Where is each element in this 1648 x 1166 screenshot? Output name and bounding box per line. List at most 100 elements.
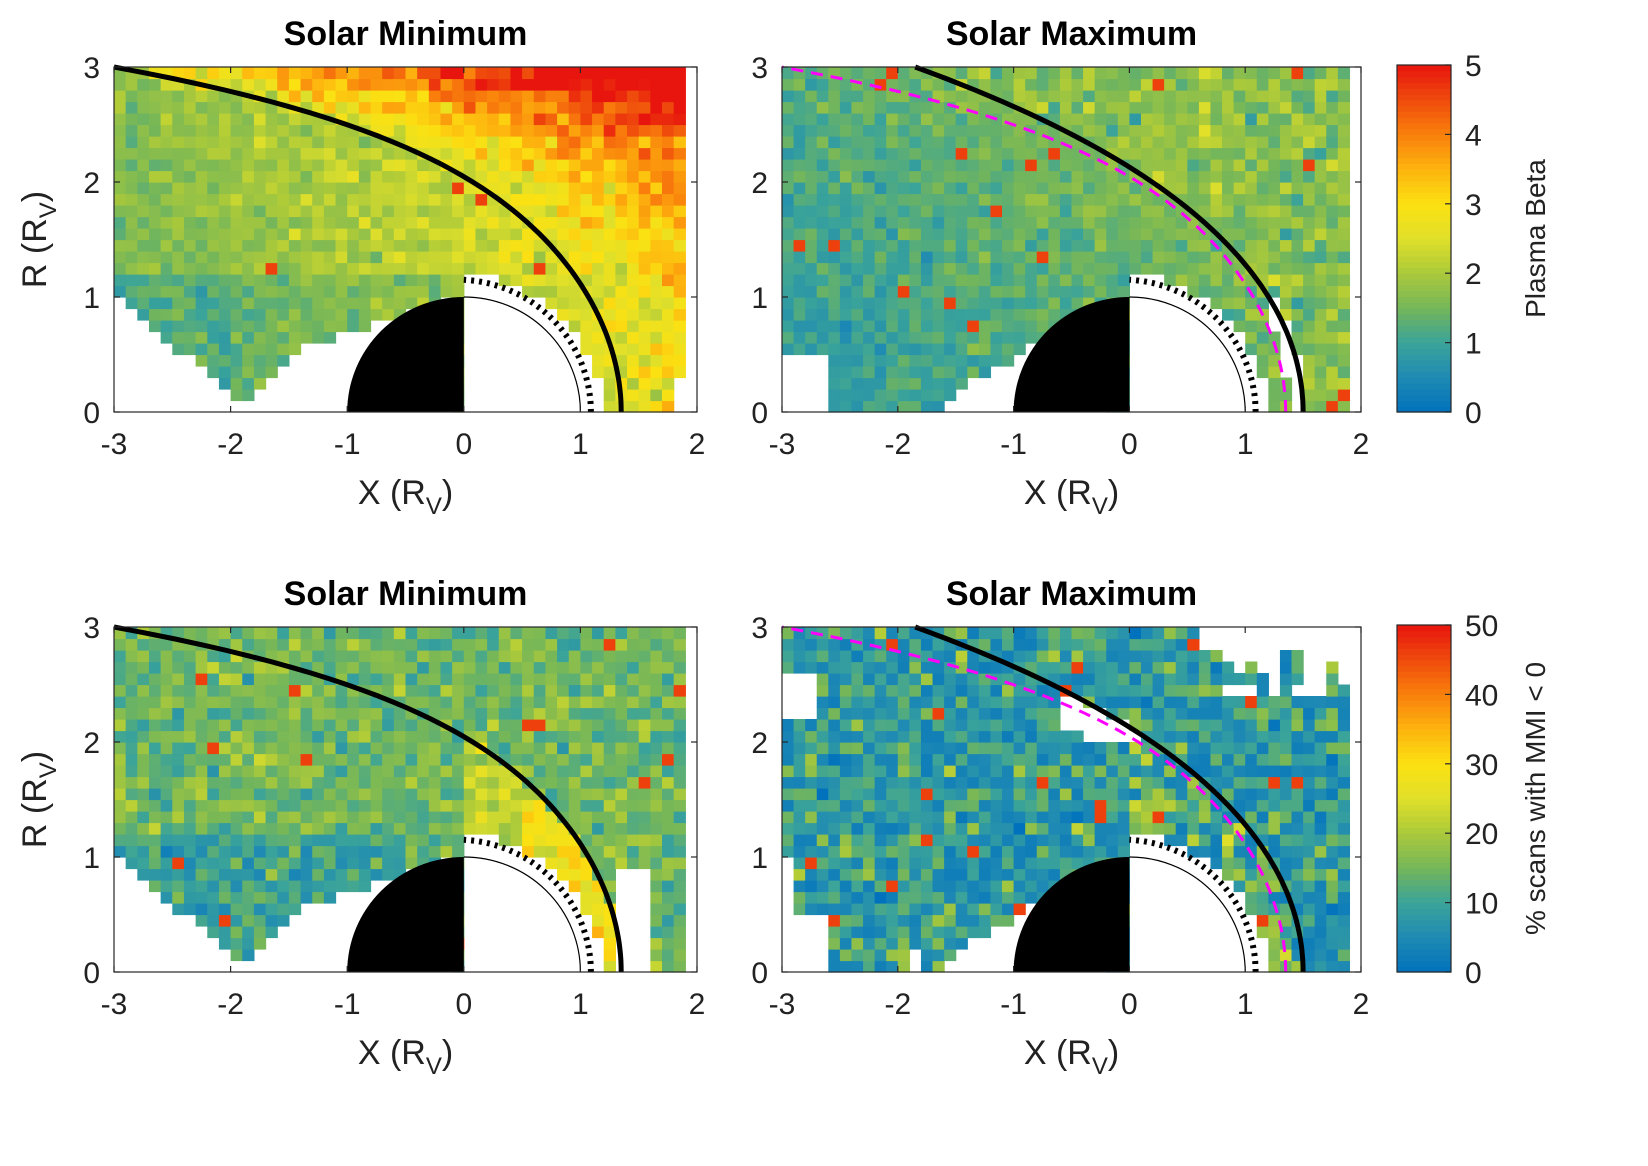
heat-cell (851, 661, 864, 674)
heat-cell (277, 903, 290, 916)
heat-cell (382, 719, 395, 732)
heat-cell (967, 857, 980, 870)
heat-cell (1210, 262, 1223, 275)
heat-cell (370, 239, 383, 252)
heat-cell (897, 937, 910, 950)
heat-cell (1314, 926, 1327, 939)
heat-cell (568, 730, 581, 743)
heat-cell (230, 834, 243, 847)
heat-cell (557, 124, 570, 137)
heat-cell (1337, 262, 1351, 275)
heat-cell (909, 753, 922, 766)
heat-cell (475, 765, 488, 778)
heat-cell (498, 684, 512, 697)
heat-cell (874, 366, 887, 379)
heat-cell (417, 696, 430, 709)
heat-cell (370, 673, 383, 686)
heat-cell (417, 90, 430, 103)
heat-cell (1314, 90, 1327, 103)
heat-cell (393, 193, 407, 206)
heat-cell (347, 811, 360, 824)
heat-cell (1279, 868, 1293, 881)
heat-cell (1094, 811, 1107, 824)
heat-cell (218, 765, 232, 778)
heat-cell (172, 320, 185, 333)
heat-cell (627, 308, 640, 321)
heat-cell (1106, 776, 1119, 789)
heat-cell (475, 205, 488, 218)
heat-cell (475, 262, 488, 275)
heat-cell (207, 822, 220, 835)
heat-cell (522, 251, 535, 264)
heat-cell (874, 868, 887, 881)
heat-cell (1314, 788, 1327, 801)
heat-cell (603, 857, 616, 870)
heat-cell (1117, 742, 1130, 755)
heat-cell (650, 857, 663, 870)
heat-cell (545, 159, 558, 172)
heat-cell (265, 78, 278, 91)
heat-cell (650, 136, 663, 149)
venus-nightside (347, 297, 464, 412)
heat-cell (932, 949, 945, 962)
heat-cell (816, 308, 829, 321)
heat-cell (253, 937, 267, 950)
heat-cell (793, 868, 806, 881)
heat-cell (1337, 170, 1351, 183)
heat-cell (1291, 788, 1304, 801)
heat-cell (358, 182, 372, 195)
x-tick-label: -2 (217, 988, 244, 1021)
heat-cell (393, 788, 407, 801)
heat-cell (805, 857, 818, 870)
heat-cell (1337, 113, 1351, 126)
heat-cell (638, 90, 651, 103)
heat-cell (1210, 205, 1223, 218)
heat-cell (370, 822, 383, 835)
heat-cell (533, 742, 547, 755)
heat-cell (627, 320, 640, 333)
heat-cell (1129, 101, 1142, 114)
heat-cell (288, 67, 302, 80)
heat-cell (932, 377, 945, 390)
heat-cell (160, 868, 173, 881)
heat-cell (288, 90, 302, 103)
heat-cell (793, 661, 806, 674)
heat-cell (920, 822, 934, 835)
heat-cell (1094, 638, 1107, 651)
heat-cell (475, 753, 488, 766)
heat-cell (347, 113, 360, 126)
heat-cell (782, 147, 795, 160)
heat-cell (277, 914, 290, 927)
heat-cell (207, 730, 220, 743)
heat-cell (650, 239, 663, 252)
heat-cell (312, 719, 325, 732)
heat-cell (1036, 193, 1049, 206)
colorbar-band (1397, 325, 1451, 332)
heat-cell (195, 914, 208, 927)
heat-cell (1326, 205, 1339, 218)
heat-cell (793, 742, 806, 755)
x-tick-label: -3 (769, 988, 796, 1021)
heat-cell (428, 834, 442, 847)
heat-cell (638, 753, 651, 766)
heat-cell (967, 891, 980, 904)
heat-cell (183, 776, 197, 789)
heat-cell (955, 845, 968, 858)
heat-cell (475, 661, 488, 674)
heat-cell (967, 673, 980, 686)
heat-cell (218, 914, 232, 927)
heat-cell (1036, 650, 1049, 663)
heat-cell (1002, 170, 1015, 183)
heat-cell (242, 274, 255, 287)
heat-cell (673, 845, 686, 858)
heat-cell (323, 331, 337, 344)
heat-cell (782, 159, 795, 172)
heat-cell (1291, 845, 1304, 858)
heat-cell (498, 730, 512, 743)
heat-cell (277, 182, 290, 195)
heat-cell (1059, 262, 1073, 275)
heat-cell (405, 799, 418, 812)
heat-cell (1059, 776, 1073, 789)
heat-cell (839, 742, 853, 755)
heat-cell (160, 880, 173, 893)
